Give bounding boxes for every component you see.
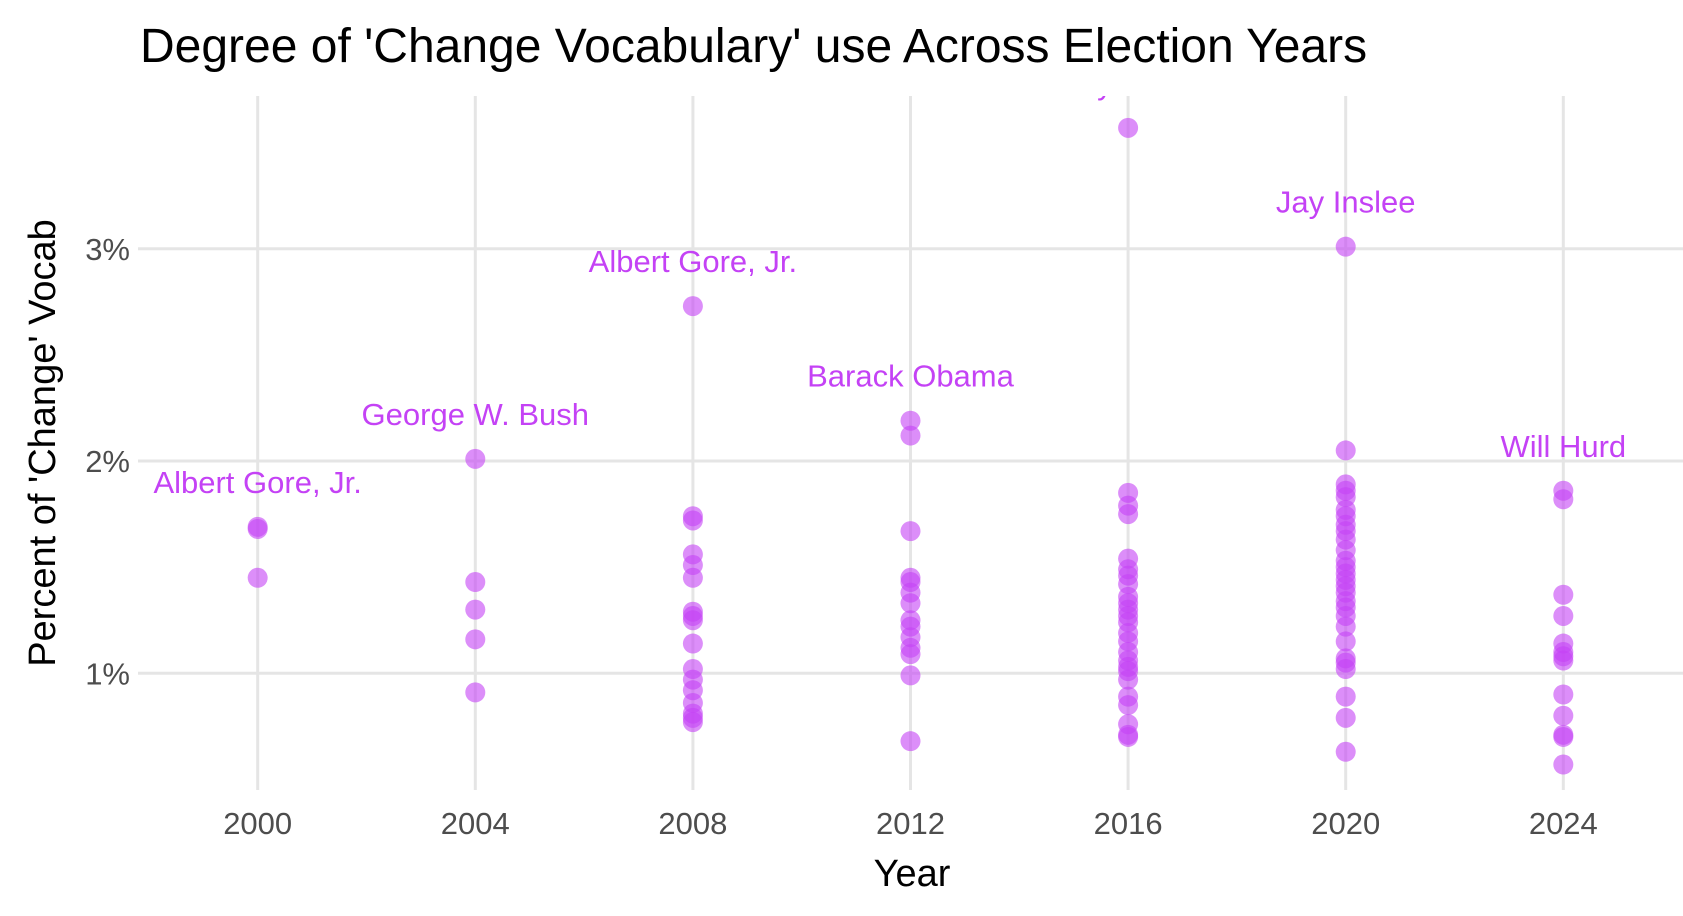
data-point bbox=[1335, 631, 1356, 652]
point-label: Albert Gore, Jr. bbox=[589, 244, 797, 279]
data-point bbox=[900, 521, 921, 542]
data-point bbox=[900, 731, 921, 752]
point-label: Albert Gore, Jr. bbox=[153, 465, 361, 500]
data-point bbox=[1553, 650, 1574, 671]
y-tick-label: 2% bbox=[85, 444, 130, 479]
x-tick-label: 2004 bbox=[441, 806, 510, 841]
data-point bbox=[1335, 236, 1356, 257]
y-axis-title: Percent of 'Change' Vocab bbox=[22, 219, 64, 667]
data-point bbox=[1118, 669, 1139, 690]
data-point bbox=[1553, 726, 1574, 747]
data-point bbox=[1118, 726, 1139, 747]
data-point bbox=[1118, 117, 1139, 138]
data-point bbox=[1553, 754, 1574, 775]
y-tick-label: 3% bbox=[85, 232, 130, 267]
data-points bbox=[247, 117, 1574, 775]
x-tick-label: 2020 bbox=[1311, 806, 1380, 841]
data-point bbox=[465, 448, 486, 469]
data-point bbox=[1335, 659, 1356, 680]
data-point bbox=[1553, 705, 1574, 726]
data-point bbox=[465, 572, 486, 593]
x-tick-label: 2000 bbox=[223, 806, 292, 841]
x-tick-label: 2008 bbox=[658, 806, 727, 841]
data-point bbox=[1553, 605, 1574, 626]
data-point bbox=[682, 567, 703, 588]
data-point bbox=[247, 518, 268, 539]
data-point bbox=[1553, 489, 1574, 510]
data-point bbox=[682, 633, 703, 654]
y-tick-labels: 1% 2% 3% bbox=[85, 232, 130, 691]
data-point bbox=[1118, 504, 1139, 525]
data-point bbox=[465, 599, 486, 620]
point-label: Will Hurd bbox=[1500, 429, 1626, 464]
y-tick-label: 1% bbox=[85, 656, 130, 691]
data-point bbox=[1335, 707, 1356, 728]
data-point bbox=[682, 510, 703, 531]
point-label: Barack Obama bbox=[807, 359, 1015, 394]
point-label: Jay Inslee bbox=[1276, 185, 1416, 220]
data-point bbox=[900, 410, 921, 431]
data-point bbox=[682, 296, 703, 317]
x-tick-label: 2016 bbox=[1094, 806, 1163, 841]
data-point bbox=[1335, 741, 1356, 762]
data-point bbox=[1335, 686, 1356, 707]
data-point bbox=[682, 712, 703, 733]
data-point bbox=[1335, 440, 1356, 461]
point-label: George W. Bush bbox=[362, 397, 589, 432]
data-point bbox=[247, 567, 268, 588]
data-point bbox=[900, 644, 921, 665]
data-point bbox=[1118, 695, 1139, 716]
data-point bbox=[1553, 684, 1574, 705]
data-point bbox=[900, 593, 921, 614]
x-tick-label: 2024 bbox=[1529, 806, 1598, 841]
point-label: Carly Fiorina bbox=[1040, 66, 1216, 101]
data-point bbox=[1553, 584, 1574, 605]
data-point bbox=[1335, 616, 1356, 637]
x-axis-title: Year bbox=[874, 853, 951, 895]
x-tick-labels: 2000 2004 2008 2012 2016 2020 2024 bbox=[223, 806, 1598, 841]
chart-title: Degree of 'Change Vocabulary' use Across… bbox=[140, 20, 1367, 73]
data-point bbox=[900, 425, 921, 446]
data-point bbox=[465, 682, 486, 703]
data-point bbox=[682, 610, 703, 631]
data-point bbox=[465, 629, 486, 650]
data-point bbox=[900, 665, 921, 686]
x-tick-label: 2012 bbox=[876, 806, 945, 841]
